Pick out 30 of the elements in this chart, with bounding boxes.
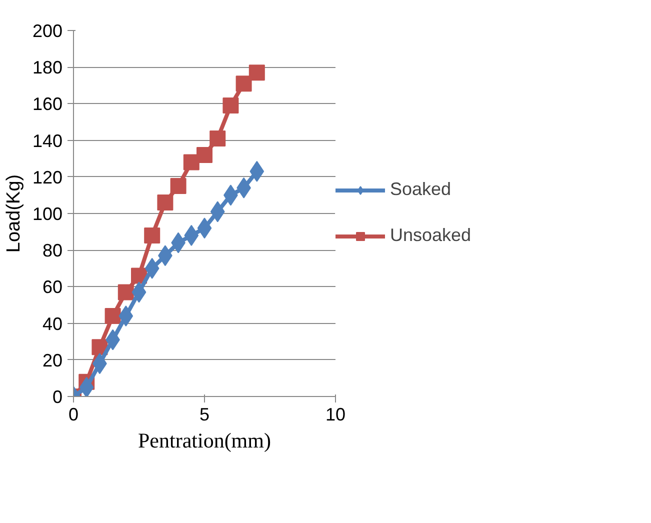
y-tick-label: 40 xyxy=(42,314,63,334)
point xyxy=(157,194,174,211)
x-tick-label: 5 xyxy=(199,404,210,424)
legend-label: Unsoaked xyxy=(390,225,472,246)
y-tick-label: 80 xyxy=(42,240,63,261)
point xyxy=(248,64,265,81)
point xyxy=(236,76,252,92)
point xyxy=(170,178,186,194)
point xyxy=(104,308,121,324)
x-axis-title: Pentration(mm) xyxy=(138,428,271,452)
y-tick-label: 100 xyxy=(32,204,63,224)
x-tick-label: 10 xyxy=(325,404,346,424)
y-tick-label: 140 xyxy=(32,130,63,151)
y-tick-label: 200 xyxy=(32,21,63,41)
y-tick-label: 120 xyxy=(32,167,63,188)
point xyxy=(222,98,239,114)
point xyxy=(144,227,160,244)
legend-label: Soaked xyxy=(390,179,452,200)
y-axis-title: Load(Kg) xyxy=(3,174,24,253)
y-tick-label: 20 xyxy=(42,350,63,370)
y-tick-label: 0 xyxy=(52,387,63,407)
point xyxy=(79,376,94,396)
y-tick-label: 60 xyxy=(42,277,63,298)
point xyxy=(210,130,226,146)
point xyxy=(118,284,134,300)
point xyxy=(183,154,200,170)
y-tick-label: 180 xyxy=(32,58,63,78)
y-tick-label: 160 xyxy=(32,94,63,114)
point xyxy=(196,146,212,163)
x-tick-label: 0 xyxy=(68,404,79,424)
